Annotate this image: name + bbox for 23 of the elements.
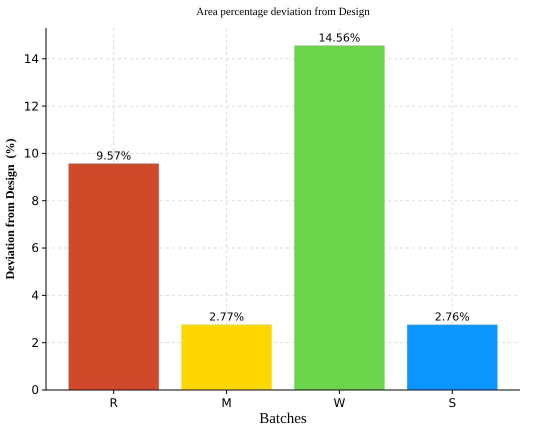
y-tick-label: 8 bbox=[31, 194, 39, 208]
data-label: 9.57% bbox=[96, 150, 132, 163]
x-tick-label: R bbox=[110, 396, 118, 410]
bar bbox=[407, 324, 498, 390]
y-tick-label: 14 bbox=[24, 52, 39, 66]
x-tick-label: M bbox=[221, 396, 232, 410]
y-tick-label: 6 bbox=[31, 241, 39, 256]
y-tick-label: 2 bbox=[31, 336, 39, 350]
bar bbox=[181, 324, 272, 390]
x-tick-label: S bbox=[448, 396, 456, 410]
y-tick-label: 0 bbox=[31, 383, 39, 398]
data-label: 2.76% bbox=[434, 310, 470, 324]
data-label: 14.56% bbox=[318, 32, 360, 45]
data-label: 2.77% bbox=[209, 310, 244, 324]
y-tick-label: 4 bbox=[31, 288, 39, 303]
chart-title: Area percentage deviation from Design bbox=[196, 6, 370, 18]
x-tick-label: W bbox=[333, 396, 346, 410]
bar bbox=[294, 46, 385, 390]
y-axis-title: Deviation from Design (%) bbox=[3, 138, 17, 280]
y-tick-label: 12 bbox=[24, 99, 39, 114]
y-tick-label: 10 bbox=[24, 146, 39, 161]
bar bbox=[68, 164, 159, 390]
x-axis-title: Batches bbox=[259, 411, 307, 427]
